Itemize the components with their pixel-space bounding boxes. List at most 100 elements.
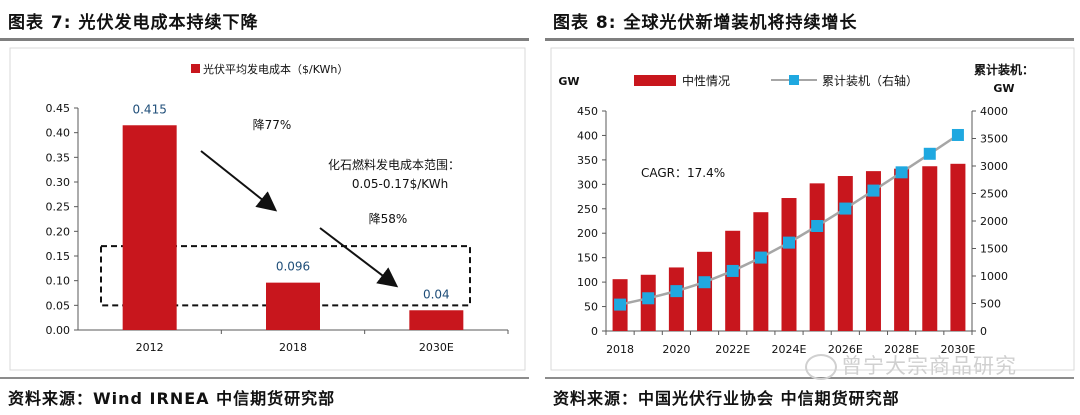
bar <box>668 267 684 331</box>
bar-data-label: 0.04 <box>423 287 450 301</box>
right-figure-panel: 图表 8: 全球光伏新增装机将持续增长 GW 累计装机： GW 中性情况 累计装机（右轴… <box>545 0 1080 415</box>
bar-data-label: 0.096 <box>276 260 310 274</box>
y-right-tick-label: 2000 <box>980 215 1008 228</box>
wechat-logo-icon <box>805 354 837 380</box>
y-right-tick-label: 3500 <box>980 133 1008 146</box>
line-marker <box>923 147 936 160</box>
right-axis-unit-1: 累计装机： <box>974 62 1034 77</box>
left-axis-unit: GW <box>558 75 579 88</box>
y-right-tick-label: 0 <box>980 325 987 338</box>
y-left-tick-label: 200 <box>577 227 598 240</box>
bar <box>922 166 938 331</box>
left-figure-source: 资料来源：Wind IRNEA 中信期货研究部 <box>8 389 336 408</box>
right-figure-title: 图表 8: 全球光伏新增装机将持续增长 <box>553 13 858 33</box>
x-tick-label: 2028E <box>884 343 919 356</box>
bar <box>837 176 853 331</box>
line-marker <box>754 251 767 264</box>
y-tick-label: 0.45 <box>46 102 71 115</box>
line-marker <box>698 276 711 289</box>
line-marker <box>867 184 880 197</box>
watermark-text: 曾宁大宗商品研究 <box>841 354 1017 378</box>
x-tick-label: 2026E <box>828 343 863 356</box>
left-title-rule <box>0 38 529 41</box>
legend-label-line: 累计装机（右轴） <box>822 73 918 88</box>
x-tick-label: 2024E <box>772 343 807 356</box>
line-marker <box>614 298 627 311</box>
solar-installation-chart: GW 累计装机： GW 中性情况 累计装机（右轴） 450 400 350 300 250 200 1… <box>550 47 1075 371</box>
y-tick-label: 0.40 <box>46 127 71 140</box>
bar <box>697 251 713 331</box>
y-tick-label: 0.35 <box>46 151 71 164</box>
decline-arrow-2 <box>319 227 399 288</box>
x-tick-label: 2030E <box>419 341 454 354</box>
y-right-tick-label: 3000 <box>980 160 1008 173</box>
x-tick-label: 2018 <box>279 341 307 354</box>
x-tick-label: 2030E <box>940 343 975 356</box>
legend-label: 光伏平均发电成本（$/KWh） <box>203 62 348 76</box>
y-tick-label: 0.05 <box>46 299 71 312</box>
y-tick-label: 0.00 <box>46 324 71 337</box>
x-tick-label: 2012 <box>136 341 164 354</box>
solar-cost-chart: 光伏平均发电成本（$/KWh） 0.45 0.40 0.35 0.30 0.25 0.20 0… <box>9 47 526 371</box>
bar-data-label: 0.415 <box>132 102 166 116</box>
bar <box>753 212 769 331</box>
x-tick-label: 2020 <box>662 343 690 356</box>
fossil-range-label-1: 化石燃料发电成本范围： <box>328 157 460 172</box>
y-right-tick-label: 4000 <box>980 105 1008 118</box>
decline-arrow-1 <box>200 150 278 212</box>
legend-marker <box>789 75 799 85</box>
annotation-decline-58: 降58% <box>369 212 408 226</box>
y-left-tick-label: 300 <box>577 178 598 191</box>
bar <box>865 171 881 331</box>
right-axis-unit-2: GW <box>993 82 1014 95</box>
bar <box>781 198 797 331</box>
right-figure-source: 资料来源：中国光伏行业协会 中信期货研究部 <box>553 389 900 408</box>
line-marker <box>783 236 795 249</box>
y-right-tick-label: 1500 <box>980 243 1008 256</box>
line-marker <box>951 128 964 141</box>
y-tick-label: 0.10 <box>46 275 71 288</box>
line-marker <box>895 166 908 179</box>
line-marker <box>839 202 852 215</box>
y-tick-label: 0.15 <box>46 250 71 263</box>
x-tick-label: 2022E <box>715 343 750 356</box>
bar <box>725 230 741 331</box>
y-tick-label: 0.25 <box>46 201 71 214</box>
y-right-tick-label: 1000 <box>980 270 1008 283</box>
right-source-rule <box>545 377 1074 379</box>
y-tick-label: 0.30 <box>46 176 71 189</box>
y-left-tick-label: 400 <box>577 129 598 142</box>
bar <box>266 282 320 330</box>
bar <box>894 168 910 331</box>
legend-swatch-bar <box>634 75 676 86</box>
y-right-tick-label: 2500 <box>980 188 1008 201</box>
y-tick-label: 0.20 <box>46 225 71 238</box>
x-tick-label: 2018 <box>606 343 634 356</box>
chart-frame <box>9 47 526 371</box>
fossil-range-label-2: 0.05-0.17$/KWh <box>352 177 448 191</box>
bar <box>950 163 966 331</box>
y-left-tick-label: 0 <box>591 325 598 338</box>
bar <box>122 125 177 331</box>
left-figure-panel: 图表 7: 光伏发电成本持续下降 光伏平均发电成本（$/KWh） 0.45 0.40… <box>0 0 535 415</box>
line-marker <box>811 220 824 233</box>
y-left-tick-label: 150 <box>577 252 598 265</box>
line-marker <box>642 292 655 305</box>
annotation-decline-77: 降77% <box>253 118 292 132</box>
line-marker <box>726 264 739 277</box>
y-left-tick-label: 350 <box>577 154 598 167</box>
bar <box>409 310 464 330</box>
watermark: 曾宁大宗商品研究 <box>805 350 1017 380</box>
left-figure-title: 图表 7: 光伏发电成本持续下降 <box>8 13 259 33</box>
right-title-rule <box>545 38 1074 41</box>
legend-label-bar: 中性情况 <box>682 73 730 88</box>
legend-swatch <box>191 64 200 73</box>
bar <box>809 183 825 331</box>
line-marker <box>670 285 683 298</box>
left-source-rule <box>0 377 529 379</box>
y-left-tick-label: 100 <box>577 276 598 289</box>
y-left-tick-label: 50 <box>584 301 598 314</box>
y-left-tick-label: 450 <box>577 105 598 118</box>
y-right-tick-label: 500 <box>980 298 1001 311</box>
y-left-tick-label: 250 <box>577 203 598 216</box>
